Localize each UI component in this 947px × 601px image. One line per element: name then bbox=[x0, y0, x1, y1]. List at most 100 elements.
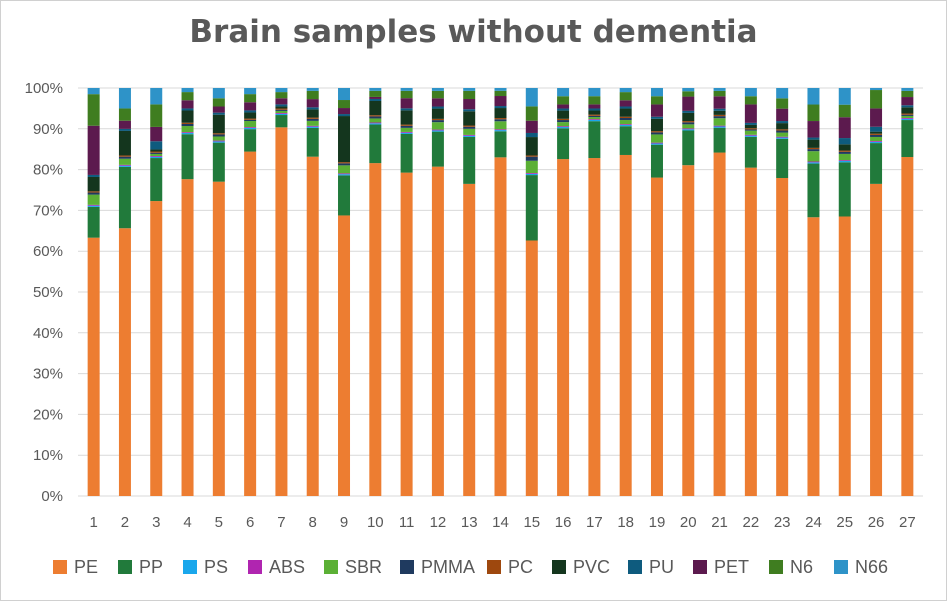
bar-segment bbox=[557, 120, 570, 123]
bar-segment bbox=[807, 147, 820, 150]
bar-segment bbox=[118, 166, 131, 229]
bar-segment bbox=[525, 137, 538, 156]
bar-segment bbox=[557, 122, 570, 127]
bar-segment bbox=[713, 126, 726, 128]
x-tick-label: 25 bbox=[836, 514, 853, 531]
x-tick-label: 26 bbox=[868, 514, 885, 531]
bar-segment bbox=[870, 143, 883, 184]
bar-segment bbox=[275, 109, 288, 111]
bar-segment bbox=[431, 88, 444, 91]
bar-segment bbox=[369, 90, 382, 97]
bar-segment bbox=[870, 126, 883, 132]
bar-segment bbox=[463, 126, 476, 129]
bar-segment bbox=[431, 129, 444, 131]
bar-segment bbox=[744, 130, 757, 135]
bar-segment bbox=[244, 129, 257, 152]
x-tick-label: 24 bbox=[805, 514, 822, 531]
bar-segment bbox=[713, 118, 726, 126]
bar-segment bbox=[776, 132, 789, 137]
bar-segment bbox=[181, 179, 194, 497]
bar-segment bbox=[338, 165, 351, 174]
bar-segment bbox=[150, 149, 163, 152]
bar-segment bbox=[181, 110, 194, 123]
bar-segment bbox=[682, 88, 695, 92]
bar-segment bbox=[87, 237, 100, 496]
bar-segment bbox=[275, 115, 288, 128]
bar-segment bbox=[619, 108, 632, 117]
bar-segment bbox=[744, 124, 757, 129]
bar-segment bbox=[776, 136, 789, 138]
bar-segment bbox=[870, 136, 883, 142]
bar-segment bbox=[713, 125, 726, 127]
bar-segment bbox=[525, 173, 538, 176]
bar-segment bbox=[244, 102, 257, 111]
bar-segment bbox=[275, 88, 288, 93]
legend-swatch bbox=[53, 560, 67, 574]
bar-segment bbox=[244, 119, 257, 122]
legend-label: PP bbox=[139, 557, 163, 577]
bar-segment bbox=[306, 118, 319, 121]
bar-segment bbox=[619, 154, 632, 496]
y-tick-label: 80% bbox=[33, 162, 63, 179]
x-tick-label: 27 bbox=[899, 514, 916, 531]
bar-segment bbox=[557, 88, 570, 97]
bar-segment bbox=[369, 123, 382, 125]
bar-segment bbox=[338, 162, 351, 164]
bar-segment bbox=[118, 88, 131, 109]
bar-segment bbox=[557, 127, 570, 129]
bar-segment bbox=[87, 94, 100, 126]
bar-segment bbox=[87, 191, 100, 193]
bar-segment bbox=[87, 206, 100, 238]
bar-segment bbox=[463, 134, 476, 136]
bar-segment bbox=[744, 136, 757, 168]
bar-segment bbox=[306, 156, 319, 496]
bar-segment bbox=[713, 88, 726, 91]
bar-segment bbox=[619, 120, 632, 125]
bar-segment bbox=[338, 173, 351, 175]
x-tick-label: 17 bbox=[586, 514, 603, 531]
bar-segment bbox=[150, 104, 163, 127]
bar-segment bbox=[807, 121, 820, 138]
bar-segment bbox=[525, 132, 538, 138]
bar-segment bbox=[369, 124, 382, 164]
bar-segment bbox=[244, 127, 257, 128]
bar-segment bbox=[525, 173, 538, 174]
x-tick-label: 15 bbox=[523, 514, 540, 531]
bar-segment bbox=[776, 178, 789, 496]
bar-segment bbox=[838, 151, 851, 154]
legend-swatch bbox=[487, 560, 501, 574]
bar-segment bbox=[744, 122, 757, 125]
bar-segment bbox=[463, 109, 476, 112]
bar-segment bbox=[588, 158, 601, 496]
bar-segment bbox=[807, 137, 820, 140]
bar-segment bbox=[275, 98, 288, 105]
bar-segment bbox=[369, 100, 382, 116]
bar-segment bbox=[463, 99, 476, 110]
bar-segment bbox=[494, 129, 507, 131]
bar-segment bbox=[369, 163, 382, 496]
bar-segment bbox=[181, 123, 194, 127]
bar-segment bbox=[306, 109, 319, 118]
bar-segment bbox=[870, 88, 883, 91]
bar-segment bbox=[901, 88, 914, 91]
legend-label: N6 bbox=[790, 557, 813, 577]
bar-segment bbox=[306, 127, 319, 157]
bar-segment bbox=[744, 135, 757, 137]
bar-segment bbox=[650, 144, 663, 178]
bar-segment bbox=[494, 121, 507, 130]
bar-segment bbox=[212, 141, 225, 143]
bar-segment bbox=[244, 88, 257, 95]
x-tick-label: 23 bbox=[774, 514, 791, 531]
bar-segment bbox=[713, 96, 726, 109]
bar-segment bbox=[619, 124, 632, 125]
x-tick-label: 16 bbox=[555, 514, 572, 531]
bar-segment bbox=[400, 132, 413, 134]
bar-segment bbox=[400, 131, 413, 133]
bar-segment bbox=[525, 106, 538, 121]
bar-segment bbox=[494, 131, 507, 158]
bar-segment bbox=[588, 121, 601, 159]
x-tick-label: 2 bbox=[121, 514, 129, 531]
bar-segment bbox=[650, 118, 663, 132]
bar-segment bbox=[306, 125, 319, 127]
